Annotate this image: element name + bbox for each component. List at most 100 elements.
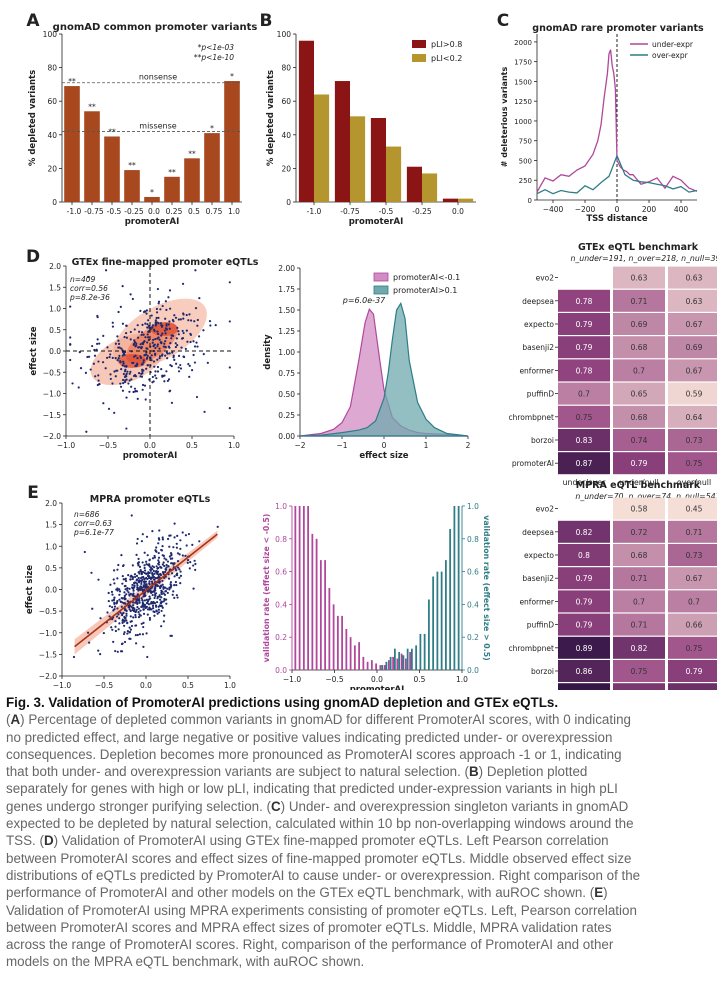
data-point (172, 546, 175, 549)
chart-d1-y-tick-label: −1.5 (43, 411, 61, 420)
data-point (164, 568, 168, 571)
data-point (109, 353, 112, 356)
data-point (113, 411, 116, 414)
data-point (157, 300, 161, 303)
significance-label: * (210, 124, 214, 133)
data-point (117, 310, 120, 314)
heatmap-cell (558, 520, 610, 543)
data-point (143, 603, 146, 606)
data-point (137, 571, 140, 574)
bar (144, 196, 160, 202)
legend-label: under-expr (652, 40, 694, 49)
data-point (156, 332, 160, 336)
data-point (139, 569, 142, 572)
data-point (182, 313, 185, 316)
chart-d2-y-tick-label: 2.00 (278, 264, 295, 273)
chart-e2-x-tick-label: 0.0 (371, 675, 383, 684)
data-point (71, 382, 74, 385)
bar (311, 533, 314, 670)
data-point (130, 385, 133, 388)
heatmap-row-label: basenji2 (522, 574, 554, 583)
chart-title: gnomAD common promoter variants (53, 22, 258, 33)
data-point (145, 576, 148, 580)
data-point (157, 556, 161, 559)
data-point (171, 593, 174, 596)
data-point (115, 588, 118, 591)
heatmap-row-label: puffinD (527, 621, 555, 630)
chart-d2-x-tick-label: −1 (336, 441, 347, 450)
data-point (135, 344, 138, 347)
data-point (111, 593, 114, 596)
chart-e1-y-tick-label: −0.5 (39, 607, 57, 616)
bar (402, 655, 405, 670)
data-point (181, 282, 185, 285)
bar (422, 173, 438, 202)
data-point (87, 355, 91, 358)
data-point (138, 565, 142, 569)
data-point (87, 275, 90, 279)
data-point (130, 620, 133, 623)
data-point (131, 297, 134, 301)
data-point (118, 598, 121, 601)
data-point (79, 367, 83, 370)
data-point (159, 565, 162, 568)
data-point (165, 322, 168, 326)
y-axis-label: density (263, 334, 273, 370)
data-point (123, 380, 127, 384)
significance-label: * (150, 188, 154, 197)
data-point (157, 611, 161, 614)
data-point (136, 537, 139, 541)
data-point (155, 605, 158, 608)
bar (389, 656, 392, 670)
data-point (128, 608, 131, 611)
data-point (154, 319, 157, 322)
heatmap-value: 0.75 (686, 644, 703, 653)
heatmap-cell (613, 336, 665, 359)
data-point (173, 522, 176, 525)
data-point (142, 310, 146, 314)
heatmap-cell (668, 497, 717, 520)
data-point (179, 539, 182, 542)
chart-e1-x-tick-label: −1.0 (53, 681, 71, 690)
heatmap-value: 0.71 (686, 528, 703, 537)
data-point (165, 328, 169, 331)
data-point (174, 345, 177, 349)
bar (458, 198, 474, 202)
data-point (179, 570, 182, 573)
stats-label: corr=0.56 (70, 284, 108, 293)
data-point (146, 341, 149, 344)
heatmap-value: 0.71 (631, 574, 648, 583)
data-point (113, 370, 116, 373)
heatmap-value: 0.67 (686, 574, 703, 583)
data-point (161, 583, 164, 586)
x-tick-label: -1.0 (67, 207, 82, 216)
data-point (181, 531, 184, 534)
left-y-axis-label: validation rate (effect size < -0.5) (262, 514, 271, 663)
data-point (157, 551, 160, 555)
data-point (145, 367, 148, 370)
data-point (122, 632, 126, 636)
heatmap-cell (668, 336, 717, 359)
data-point (176, 552, 180, 555)
heatmap-cell (668, 405, 717, 428)
data-point (123, 640, 127, 644)
data-point (115, 602, 118, 605)
data-point (202, 352, 205, 356)
right-y-tick-label: 0.0 (467, 666, 479, 675)
data-point (118, 588, 121, 591)
bar (387, 660, 390, 670)
bar (449, 528, 452, 670)
caption-line: genes undergo stronger purifying selecti… (6, 798, 629, 814)
data-point (167, 378, 171, 381)
bar (341, 615, 343, 670)
data-point (173, 536, 176, 539)
heatmap-value: 0.68 (631, 551, 648, 560)
bar (358, 642, 360, 670)
data-point (133, 609, 136, 612)
data-point (127, 606, 130, 609)
bar (415, 645, 418, 670)
data-point (157, 316, 160, 319)
data-point (168, 352, 171, 355)
data-point (194, 307, 198, 310)
data-point (96, 338, 99, 341)
